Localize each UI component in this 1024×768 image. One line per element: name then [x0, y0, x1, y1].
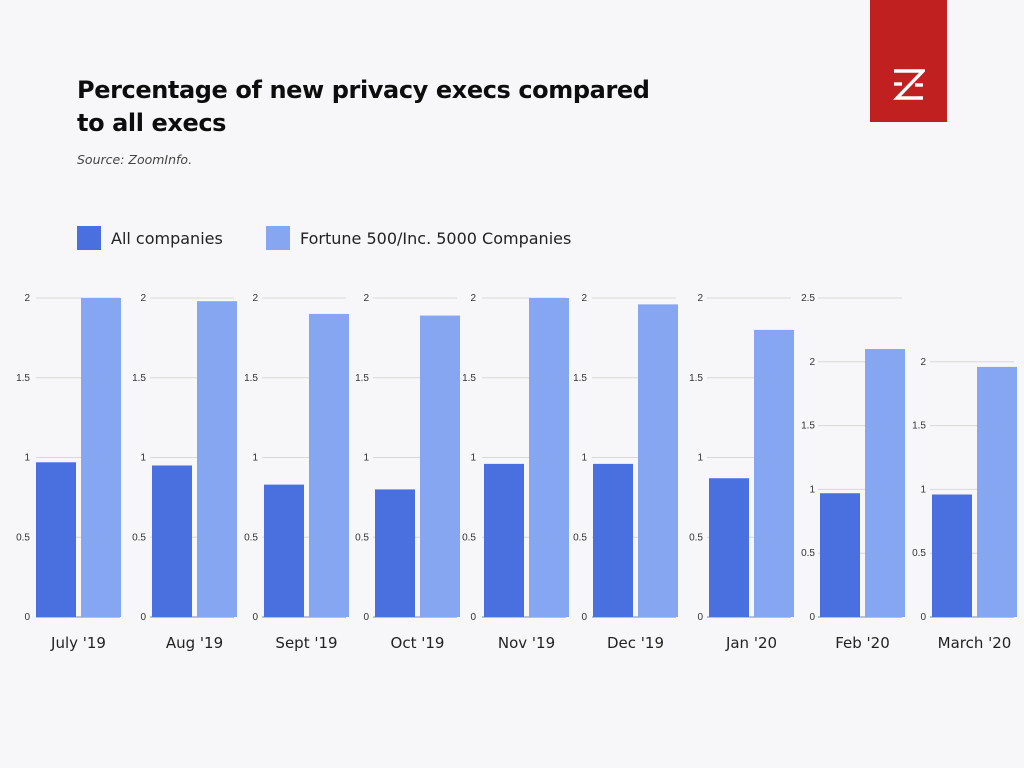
y-tick-label: 1 [581, 453, 587, 464]
bar-all-companies [152, 465, 192, 617]
y-tick-label: 0.5 [244, 532, 258, 543]
y-tick-label: 2 [920, 357, 926, 368]
bar-fortune [529, 298, 569, 617]
y-tick-label: 0.5 [573, 532, 587, 543]
legend-label-all-companies: All companies [111, 229, 223, 248]
source-note: Source: ZoomInfo. [77, 152, 193, 167]
bar-all-companies [932, 494, 972, 617]
y-tick-label: 0 [470, 612, 476, 623]
y-tick-label: 1.5 [132, 373, 146, 384]
chart-title: Percentage of new privacy execs compared… [77, 76, 650, 137]
y-tick-label: 1.5 [244, 373, 258, 384]
y-tick-label: 2 [470, 293, 476, 304]
y-tick-label: 0.5 [801, 548, 815, 559]
category-label: Feb '20 [835, 634, 890, 652]
category-label: July '19 [50, 634, 106, 652]
category-label: Sept '19 [275, 634, 337, 652]
y-tick-label: 1.5 [689, 373, 703, 384]
bar-fortune [865, 349, 905, 617]
y-tick-label: 1 [809, 484, 815, 495]
y-tick-label: 0 [363, 612, 369, 623]
y-tick-label: 2 [363, 293, 369, 304]
y-tick-label: 1 [252, 453, 258, 464]
bar-fortune [638, 304, 678, 617]
y-tick-label: 1 [470, 453, 476, 464]
y-tick-label: 0.5 [16, 532, 30, 543]
category-label: March '20 [938, 634, 1012, 652]
y-tick-label: 0 [920, 612, 926, 623]
zoominfo-logo [870, 0, 947, 122]
y-tick-label: 1 [140, 453, 146, 464]
bar-fortune [81, 298, 121, 617]
y-tick-label: 0.5 [462, 532, 476, 543]
y-tick-label: 2 [581, 293, 587, 304]
bar-all-companies [593, 463, 633, 617]
y-tick-label: 0.5 [912, 548, 926, 559]
bar-all-companies [820, 493, 860, 617]
y-tick-label: 2 [252, 293, 258, 304]
bar-all-companies [375, 489, 415, 617]
y-tick-label: 1 [24, 453, 30, 464]
y-tick-label: 0.5 [355, 532, 369, 543]
legend-label-fortune: Fortune 500/Inc. 5000 Companies [300, 229, 572, 248]
category-label: Dec '19 [607, 634, 664, 652]
y-tick-label: 1.5 [355, 373, 369, 384]
bar-all-companies [709, 478, 749, 617]
y-tick-label: 0.5 [689, 532, 703, 543]
bar-all-companies [264, 484, 304, 617]
bar-fortune [977, 366, 1017, 617]
y-tick-label: 0 [581, 612, 587, 623]
y-tick-label: 1.5 [573, 373, 587, 384]
bar-fortune [420, 315, 460, 617]
bar-fortune [309, 313, 349, 617]
y-tick-label: 1 [697, 453, 703, 464]
y-tick-label: 0 [252, 612, 258, 623]
y-tick-label: 0 [24, 612, 30, 623]
category-label: Oct '19 [391, 634, 445, 652]
y-tick-label: 0 [809, 612, 815, 623]
y-tick-label: 2 [809, 357, 815, 368]
y-tick-label: 1.5 [16, 373, 30, 384]
category-label: Aug '19 [166, 634, 223, 652]
legend-swatch-all-companies [77, 226, 101, 250]
y-tick-label: 0 [140, 612, 146, 623]
bar-all-companies [36, 462, 76, 617]
legend-swatch-fortune [266, 226, 290, 250]
y-tick-label: 1 [363, 453, 369, 464]
bar-fortune [197, 301, 237, 617]
y-tick-label: 0.5 [132, 532, 146, 543]
bar-charts: 0 0.5 1 1.5 2 July '19 0 0.5 1 1.5 2 Aug '19 0 0.5 1 1.… [16, 293, 1017, 652]
bar-fortune [754, 329, 794, 617]
category-label: Jan '20 [725, 634, 777, 652]
zoominfo-z-icon [893, 69, 925, 100]
bar-all-companies [484, 463, 524, 617]
y-tick-label: 2 [140, 293, 146, 304]
y-tick-label: 2 [24, 293, 30, 304]
y-tick-label: 2.5 [801, 293, 815, 304]
y-tick-label: 2 [697, 293, 703, 304]
y-tick-label: 1.5 [801, 421, 815, 432]
category-label: Nov '19 [498, 634, 555, 652]
y-tick-label: 1.5 [912, 421, 926, 432]
y-tick-label: 0 [697, 612, 703, 623]
y-tick-label: 1 [920, 484, 926, 495]
y-tick-label: 1.5 [462, 373, 476, 384]
